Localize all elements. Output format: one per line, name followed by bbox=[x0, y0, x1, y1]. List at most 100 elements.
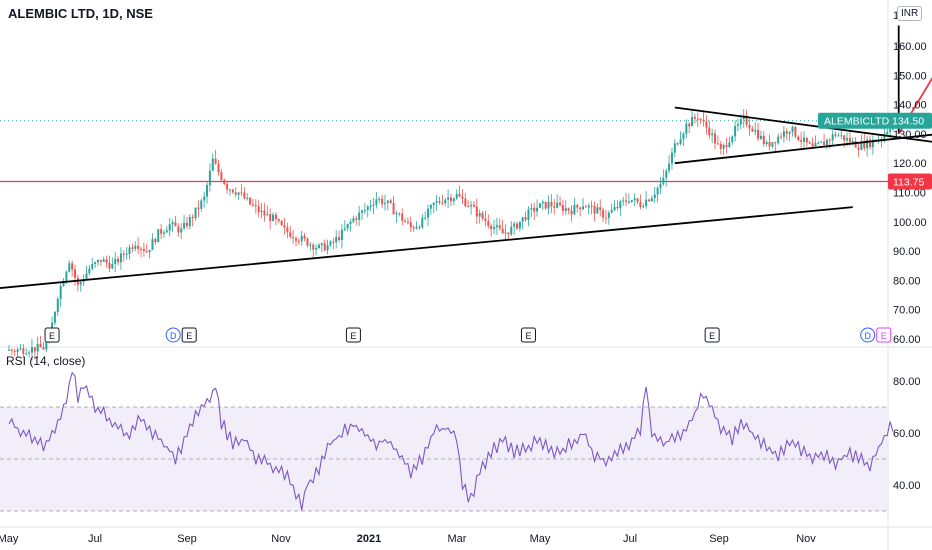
candle-body bbox=[559, 202, 562, 206]
candle-body bbox=[208, 170, 211, 186]
candle-body bbox=[68, 263, 71, 272]
candle-body bbox=[157, 229, 160, 243]
candle-body bbox=[518, 221, 521, 229]
candle-body bbox=[467, 206, 470, 208]
candle-body bbox=[447, 197, 450, 200]
candle-body bbox=[286, 227, 289, 233]
candle-body bbox=[114, 258, 117, 264]
candle-body bbox=[22, 348, 25, 354]
candle-body bbox=[295, 238, 297, 241]
candle-body bbox=[194, 207, 197, 219]
candle-body bbox=[8, 349, 10, 351]
trendlines[interactable] bbox=[0, 20, 932, 300]
rising-support-line[interactable] bbox=[0, 206, 853, 299]
earnings-event-icon[interactable] bbox=[704, 327, 720, 343]
candle-body bbox=[785, 131, 788, 134]
dividend-event-label: D bbox=[170, 331, 177, 341]
candle-body bbox=[137, 245, 140, 249]
candle-body bbox=[223, 179, 226, 185]
candle-body bbox=[220, 172, 223, 180]
candle-body bbox=[228, 189, 231, 191]
candle-body bbox=[25, 353, 28, 355]
candle-body bbox=[504, 232, 507, 234]
candle-body bbox=[550, 201, 553, 207]
candle-body bbox=[825, 139, 828, 146]
candle-body bbox=[355, 218, 358, 220]
candle-body bbox=[427, 208, 430, 218]
candle-body bbox=[800, 139, 803, 142]
candle-body bbox=[869, 139, 871, 148]
candle-body bbox=[622, 200, 625, 202]
candle-body bbox=[214, 158, 217, 164]
candle-body bbox=[326, 245, 329, 251]
dividend-event-icon[interactable] bbox=[860, 327, 876, 343]
candle-body bbox=[576, 205, 579, 208]
dividend-event-label: D bbox=[864, 331, 871, 341]
level-price-tag[interactable]: 113.75 bbox=[888, 173, 932, 190]
candle-body bbox=[418, 226, 421, 228]
price-tick-label: 120.00 bbox=[893, 158, 927, 170]
candle-body bbox=[639, 201, 642, 208]
candle-body bbox=[45, 342, 48, 350]
candle-body bbox=[484, 218, 487, 221]
candle-body bbox=[880, 138, 883, 140]
candle-body bbox=[811, 143, 814, 147]
candle-body bbox=[889, 129, 892, 132]
price-axis[interactable]: 60.00 70.00 80.00 90.00 100.00 110.00 120.00 13… bbox=[818, 10, 932, 346]
last-price-value: 134.50 bbox=[892, 116, 924, 128]
candle-body bbox=[564, 208, 567, 211]
candle-body bbox=[851, 140, 854, 143]
rsi-tick-label: 40.00 bbox=[893, 480, 921, 492]
candle-body bbox=[846, 138, 849, 141]
wedge-upper-line[interactable] bbox=[674, 106, 932, 143]
wedge-lower-line[interactable] bbox=[674, 133, 932, 165]
candle-body bbox=[117, 258, 120, 263]
candle-body bbox=[613, 206, 616, 211]
rsi-line bbox=[8, 371, 894, 511]
candle-body bbox=[381, 198, 384, 205]
candle-body bbox=[633, 198, 636, 200]
candle-body bbox=[602, 209, 605, 218]
candle-body bbox=[757, 130, 760, 139]
earnings-event-icon[interactable] bbox=[876, 327, 892, 343]
earnings-event-icon[interactable] bbox=[345, 327, 361, 343]
candle-body bbox=[610, 210, 613, 213]
candle-body bbox=[510, 226, 513, 235]
candle-body bbox=[854, 140, 857, 148]
candle-body bbox=[734, 125, 737, 137]
earnings-event-label: E bbox=[49, 331, 55, 341]
candle-body bbox=[412, 227, 415, 229]
candle-body bbox=[36, 343, 39, 352]
candle-body bbox=[840, 135, 843, 137]
earnings-event-icon[interactable] bbox=[520, 327, 536, 343]
earnings-event-icon[interactable] bbox=[181, 327, 197, 343]
candle-body bbox=[269, 214, 272, 221]
candle-body bbox=[30, 347, 33, 353]
candle-body bbox=[536, 207, 539, 212]
candle-body bbox=[805, 137, 808, 143]
last-price-tag[interactable]: ALEMBICLTD 134.50 bbox=[818, 112, 932, 129]
time-tick-label: Nov bbox=[271, 533, 291, 545]
candle-body bbox=[432, 202, 435, 205]
candle-body bbox=[553, 206, 556, 208]
currency-badge[interactable]: INR bbox=[897, 6, 923, 21]
candle-body bbox=[404, 220, 407, 222]
candle-body bbox=[863, 141, 866, 149]
candle-body bbox=[99, 259, 102, 262]
candle-body bbox=[59, 285, 62, 299]
candle-body bbox=[619, 201, 622, 209]
time-axis[interactable]: May Jul Sep Nov 2021 Mar May Jul Sep Nov bbox=[0, 533, 816, 545]
dividend-event-icon[interactable] bbox=[165, 327, 181, 343]
earnings-event-icon[interactable] bbox=[44, 327, 60, 343]
candle-body bbox=[105, 259, 108, 263]
candle-body bbox=[88, 268, 91, 274]
candle-body bbox=[768, 141, 771, 147]
candle-body bbox=[297, 240, 300, 242]
candle-body bbox=[498, 225, 501, 229]
candle-body bbox=[533, 207, 536, 212]
candle-body bbox=[699, 119, 702, 121]
candle-body bbox=[596, 207, 599, 214]
time-tick-label: May bbox=[0, 533, 19, 545]
